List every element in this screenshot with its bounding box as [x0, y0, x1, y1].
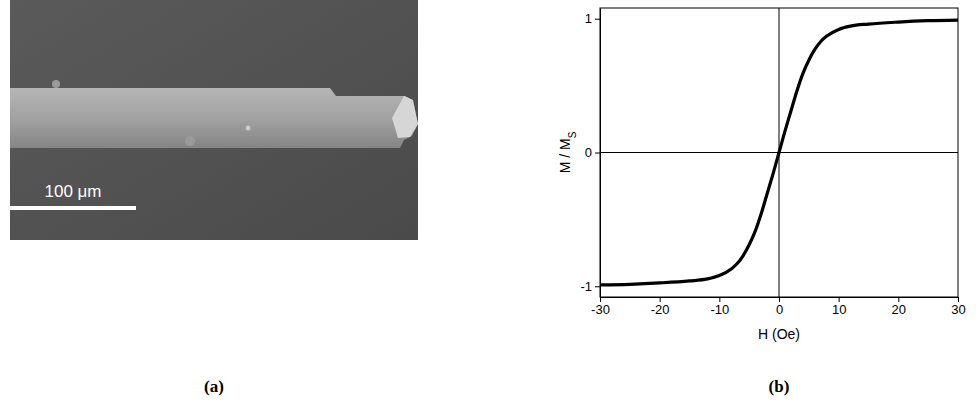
particle — [246, 126, 251, 131]
x-tick: 10 — [832, 297, 846, 317]
y-tick: 0 — [585, 145, 600, 160]
particle — [185, 136, 195, 146]
x-tick-label: 0 — [776, 302, 783, 317]
y-axis-title: M / MS — [557, 131, 578, 173]
figure: 100 μm(a)-30-20-100102030-101H (Oe)M / M… — [0, 0, 978, 407]
y-axis-line — [600, 9, 601, 298]
x-axis: -30 -20 -10 0 10 20 30 — [591, 297, 966, 317]
y-tick: -1 — [580, 279, 600, 294]
x-axis-title: H (Oe) — [758, 326, 800, 342]
x-tick: 0 — [776, 297, 783, 317]
sem-image — [10, 0, 418, 240]
x-tick-label: -30 — [591, 302, 610, 317]
panel-label: (a) — [204, 377, 224, 396]
y-tick-label: -1 — [580, 279, 592, 294]
y-tick-label: 0 — [585, 145, 592, 160]
x-tick: -10 — [710, 297, 729, 317]
y-tick-label: 1 — [585, 11, 592, 26]
panel-b: -30-20-100102030-101H (Oe)M / MS — [557, 8, 966, 342]
y-tick-mark — [595, 153, 600, 154]
particle — [52, 80, 60, 88]
wire-tip — [392, 96, 418, 138]
plot-frame — [600, 8, 958, 297]
x-tick-label: 30 — [951, 302, 965, 317]
panel-label: (b) — [769, 377, 790, 396]
y-tick-mark — [595, 286, 600, 287]
scale-bar — [10, 206, 136, 210]
y-tick-mark — [595, 19, 600, 20]
x-tick: 30 — [951, 297, 965, 317]
x-tick-label: -10 — [710, 302, 729, 317]
x-tick: 20 — [892, 297, 906, 317]
y-axis: -1 0 1 — [580, 9, 600, 298]
y-tick: 1 — [585, 11, 600, 26]
loop-curve — [600, 20, 958, 285]
x-tick-label: 20 — [892, 302, 906, 317]
scale-bar-label: 100 μm — [44, 182, 101, 201]
x-tick-label: 10 — [832, 302, 846, 317]
panel-a: 100 μm — [10, 0, 418, 240]
plot-data — [600, 20, 958, 285]
x-tick: -20 — [651, 297, 670, 317]
x-tick: -30 — [591, 297, 610, 317]
wire — [10, 88, 418, 148]
x-tick-label: -20 — [651, 302, 670, 317]
